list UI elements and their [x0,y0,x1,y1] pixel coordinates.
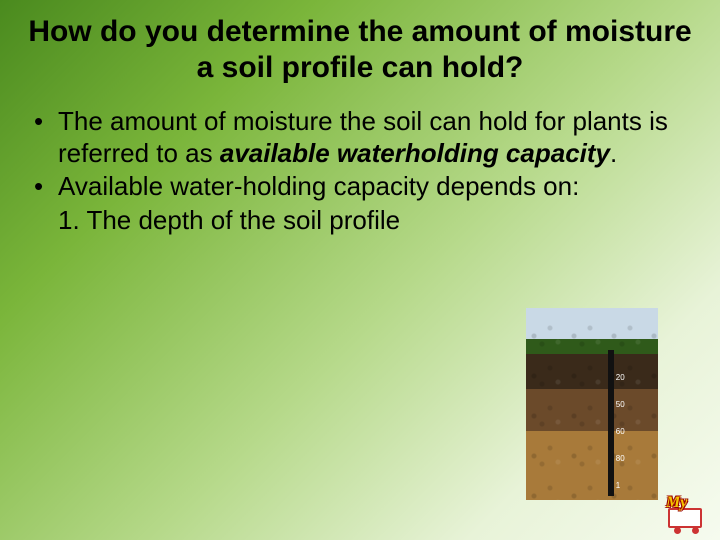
bullet-1-term: available waterholding capacity [220,138,610,168]
body-area: The amount of moisture the soil can hold… [0,94,720,237]
tick-0: 20 [616,373,634,382]
cart-wheel-icon [692,527,699,534]
depth-ruler [608,350,614,496]
bullet-1-post: . [610,138,617,168]
tick-4: 1 [616,481,634,490]
logo-text: My [666,494,687,512]
bullet-list: The amount of moisture the soil can hold… [30,106,690,203]
bullet-2-pre: Available water-holding capacity depends… [58,171,579,201]
bullet-2: Available water-holding capacity depends… [30,171,690,203]
photo-texture [526,308,658,500]
brand-logo: My [662,494,712,534]
cart-wheel-icon [674,527,681,534]
sub-item-1: 1. The depth of the soil profile [30,205,690,237]
slide-title: How do you determine the amount of moist… [0,0,720,94]
tick-1: 50 [616,400,634,409]
tick-2: 60 [616,427,634,436]
bullet-1: The amount of moisture the soil can hold… [30,106,690,169]
soil-profile-photo: 20 50 60 80 1 [526,308,658,500]
tick-3: 80 [616,454,634,463]
